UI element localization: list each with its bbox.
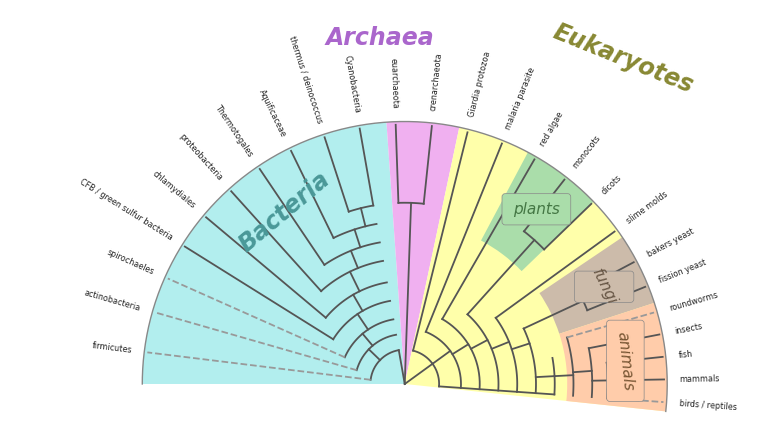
- Text: Eukaryotes: Eukaryotes: [550, 20, 697, 98]
- Text: red algae: red algae: [538, 110, 565, 148]
- Wedge shape: [481, 152, 594, 271]
- Text: birds / reptiles: birds / reptiles: [679, 399, 737, 412]
- Wedge shape: [387, 121, 459, 384]
- Wedge shape: [559, 303, 667, 412]
- Text: Thermotogales: Thermotogales: [213, 103, 255, 159]
- Text: mammals: mammals: [679, 374, 720, 384]
- Text: fish: fish: [678, 349, 692, 360]
- Text: chlamydiales: chlamydiales: [151, 170, 197, 211]
- Text: spirochaeles: spirochaeles: [106, 248, 155, 276]
- Text: slime molds: slime molds: [625, 190, 669, 226]
- Text: CFB / green sulfur bacteria: CFB / green sulfur bacteria: [78, 177, 174, 242]
- Text: Archaea: Archaea: [325, 26, 434, 50]
- Text: thermus / deinococcus: thermus / deinococcus: [287, 34, 324, 124]
- Text: roundworms: roundworms: [668, 290, 719, 312]
- FancyBboxPatch shape: [607, 320, 644, 401]
- Text: animals: animals: [615, 330, 636, 391]
- Text: fission yeast: fission yeast: [658, 258, 708, 285]
- Text: proteobacteria: proteobacteria: [178, 132, 224, 183]
- Text: Cyanobacteria: Cyanobacteria: [342, 54, 361, 114]
- Text: actinobacteria: actinobacteria: [83, 288, 142, 312]
- Text: firmicutes: firmicutes: [91, 341, 132, 355]
- Text: insects: insects: [674, 322, 703, 336]
- Wedge shape: [540, 237, 655, 334]
- Text: Giardia protozoa: Giardia protozoa: [467, 51, 492, 118]
- Text: monocots: monocots: [571, 133, 602, 170]
- Wedge shape: [142, 122, 405, 384]
- Text: dicots: dicots: [599, 173, 623, 196]
- Text: plants: plants: [513, 202, 560, 217]
- Text: crenarchaeota: crenarchaeota: [429, 52, 444, 111]
- Text: Bacteria: Bacteria: [234, 167, 334, 257]
- Text: malaria parasite: malaria parasite: [503, 66, 537, 131]
- Text: euarchaeota: euarchaeota: [389, 58, 400, 109]
- FancyBboxPatch shape: [502, 194, 571, 225]
- Text: Aquificaceae: Aquificaceae: [257, 88, 288, 139]
- Text: fungi: fungi: [589, 266, 619, 307]
- Text: bakers yeast: bakers yeast: [645, 227, 696, 259]
- Wedge shape: [405, 127, 667, 412]
- FancyBboxPatch shape: [574, 271, 634, 303]
